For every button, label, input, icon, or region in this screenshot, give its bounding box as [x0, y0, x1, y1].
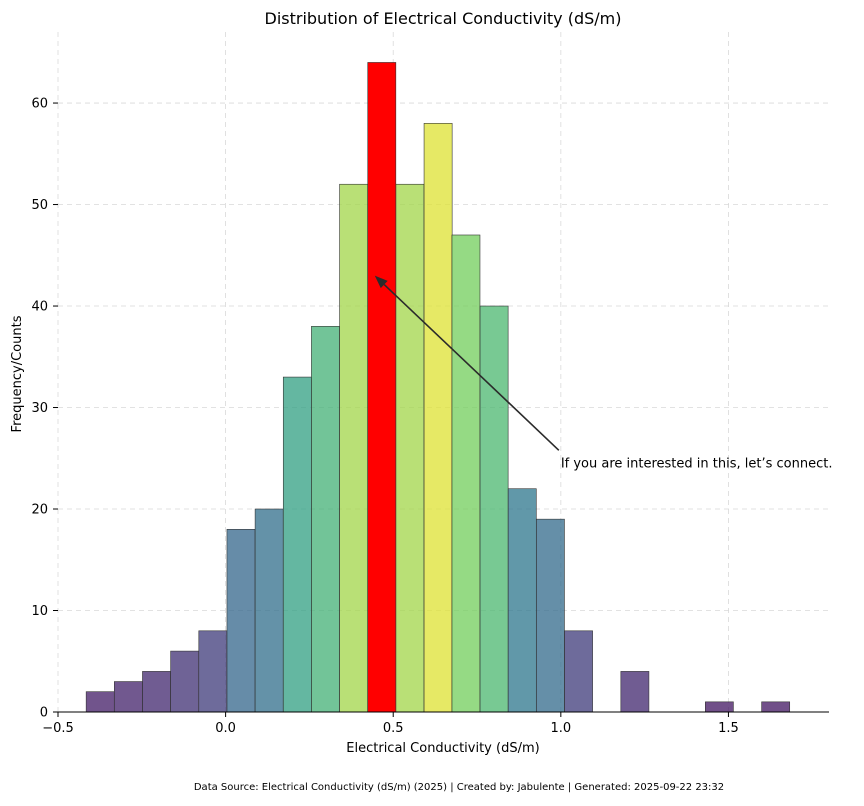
- annotation-arrow: [383, 283, 560, 451]
- histogram-bar: [254, 508, 284, 713]
- y-tick-label: 60: [31, 97, 48, 112]
- chart-title: Distribution of Electrical Conductivity …: [265, 9, 622, 28]
- y-tick-label: 40: [31, 300, 48, 315]
- y-tick-label: 30: [31, 401, 48, 416]
- histogram-bar: [282, 376, 312, 713]
- histogram-bar: [451, 234, 481, 713]
- histogram-bar: [114, 681, 143, 713]
- x-tick-label: −0.5: [42, 721, 74, 736]
- histogram-bar: [507, 488, 537, 713]
- histogram-bar: [423, 123, 453, 713]
- y-tick-label: 50: [31, 198, 48, 213]
- histogram-bar: [536, 518, 565, 713]
- histogram-bar: [705, 701, 734, 713]
- y-tick-label: 10: [31, 604, 48, 619]
- annotation-text: If you are interested in this, let’s con…: [561, 456, 833, 471]
- x-tick-label: 1.0: [550, 721, 571, 736]
- annotation-arrow-head: [374, 275, 388, 289]
- histogram-bar: [395, 183, 425, 713]
- histogram-bar: [564, 630, 593, 713]
- highlighted-bar: [367, 62, 397, 713]
- footer-source-note: Data Source: Electrical Conductivity (dS…: [194, 782, 724, 793]
- histogram-bar: [761, 701, 791, 713]
- histogram-bar: [311, 326, 340, 713]
- gridlines: [57, 32, 829, 713]
- y-axis-label: Frequency/Counts: [10, 315, 25, 432]
- histogram-bar: [620, 671, 650, 713]
- histogram-bar: [85, 691, 115, 713]
- histogram-bar: [170, 650, 200, 713]
- y-tick-label: 0: [40, 706, 48, 721]
- histogram-bar: [479, 305, 509, 713]
- histogram-bar: [226, 529, 256, 713]
- x-tick-label: 0.0: [215, 721, 236, 736]
- x-tick-label: 1.5: [718, 721, 739, 736]
- y-tick-label: 20: [31, 503, 48, 518]
- tick-labels: −0.5 0.0 0.5 1.0 1.5 0 10 20 30 40 50 60: [31, 97, 738, 736]
- histogram-bar: [198, 630, 228, 713]
- x-axis-label: Electrical Conductivity (dS/m): [346, 741, 539, 756]
- annotation: If you are interested in this, let’s con…: [374, 275, 833, 471]
- histogram-bar: [339, 183, 368, 713]
- x-tick-label: 0.5: [383, 721, 404, 736]
- bars: [85, 62, 791, 713]
- histogram-bar: [142, 671, 171, 713]
